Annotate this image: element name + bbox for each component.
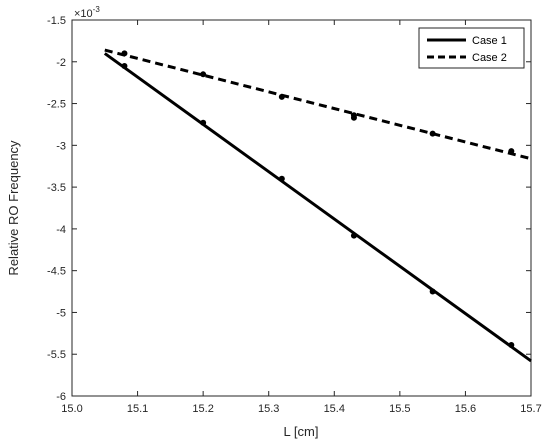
x-tick-label: 15.2: [192, 403, 213, 415]
x-tick-label: 15.7: [520, 403, 541, 415]
x-tick-label: 15.1: [127, 403, 148, 415]
data-point-case-2: [121, 50, 128, 57]
y-tick-label: -3.5: [47, 182, 66, 194]
legend: Case 1 Case 2: [418, 27, 525, 69]
x-tick-label: 15.4: [324, 403, 345, 415]
series-layer: [103, 48, 532, 363]
y-tick-label: -4.5: [47, 266, 66, 278]
y-multiplier-exponent: -3: [93, 5, 101, 14]
data-point-case-2: [200, 71, 207, 78]
series-line-case-1: [103, 52, 532, 363]
legend-case-1-label: Case 1: [472, 35, 507, 47]
data-point-case-2: [350, 114, 357, 121]
data-point-case-2: [278, 93, 285, 100]
data-point-case-1: [200, 119, 207, 126]
x-tick-label: 15.6: [455, 403, 476, 415]
legend-case-2-label: Case 2: [472, 52, 507, 64]
data-point-case-2: [429, 130, 436, 137]
data-point-case-1: [508, 342, 515, 349]
series-line-case-2: [104, 48, 532, 161]
data-point-case-2: [508, 148, 515, 155]
y-tick-label: -5: [56, 307, 66, 319]
legend-box: [418, 27, 525, 69]
y-tick-label: -1.5: [47, 15, 66, 27]
y-tick-label: -4: [56, 224, 66, 236]
x-axis-ticks: 15.0 15.1 15.2 15.3 15.4 15.5 15.6 15.7: [61, 20, 542, 415]
y-multiplier-base: ×10: [74, 8, 93, 20]
y-axis-label: Relative RO Frequency: [6, 140, 21, 276]
data-point-case-1: [278, 175, 285, 182]
y-axis-ticks: -1.5 -2 -2.5 -3 -3.5 -4 -4.5 -5 -5.5 -6: [47, 15, 531, 403]
data-point-case-1: [350, 232, 357, 239]
y-multiplier: ×10-3: [74, 5, 100, 20]
plot-area: [71, 19, 532, 397]
x-tick-label: 15.5: [389, 403, 410, 415]
y-tick-label: -5.5: [47, 349, 66, 361]
y-tick-label: -6: [56, 391, 66, 403]
x-tick-label: 15.3: [258, 403, 279, 415]
y-tick-label: -2: [56, 57, 66, 69]
x-axis-label: L [cm]: [284, 424, 319, 439]
y-tick-label: -3: [56, 140, 66, 152]
y-tick-label: -2.5: [47, 99, 66, 111]
data-point-case-1: [429, 288, 436, 295]
data-point-case-1: [121, 62, 128, 69]
x-tick-label: 15.0: [61, 403, 82, 415]
